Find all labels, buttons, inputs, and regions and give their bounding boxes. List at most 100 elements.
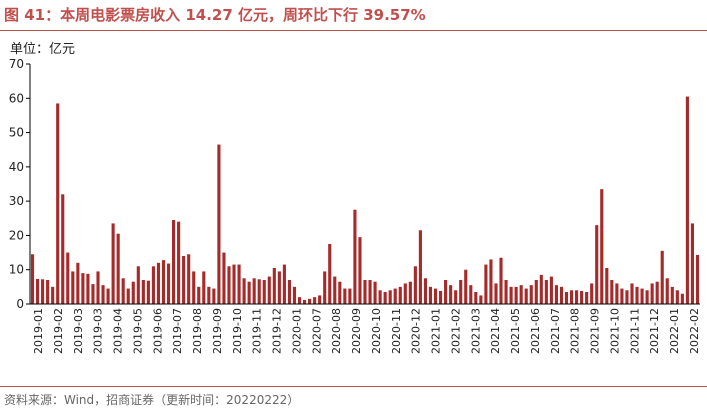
bar xyxy=(590,283,594,304)
y-tick-label: 10 xyxy=(9,263,24,277)
bar xyxy=(302,299,307,304)
x-tick: 2020-12 xyxy=(410,308,423,354)
bar xyxy=(101,285,105,304)
bar xyxy=(474,292,478,304)
x-tick-label: 2021-12 xyxy=(648,308,661,354)
bar-series xyxy=(30,96,700,305)
x-tick-label: 2019-12 xyxy=(271,308,284,354)
bar xyxy=(348,288,352,304)
x-tick-label: 2021-04 xyxy=(489,308,502,354)
bar xyxy=(373,281,377,304)
x-tick: 2022-02 xyxy=(688,308,701,354)
bar xyxy=(423,278,428,304)
x-tick-label: 2020-09 xyxy=(350,308,363,354)
bar xyxy=(177,221,181,304)
bar xyxy=(121,278,125,304)
x-tick: 2021-11 xyxy=(628,308,641,354)
bar xyxy=(559,286,564,304)
bar xyxy=(328,244,332,304)
x-tick: 2021-10 xyxy=(608,308,621,354)
x-tick: 2019-03 xyxy=(72,308,85,354)
y-tick-label: 40 xyxy=(9,160,24,174)
x-tick-label: 2019-06 xyxy=(151,308,164,354)
bar xyxy=(489,259,493,304)
x-tick-label: 2021-09 xyxy=(589,308,602,354)
x-tick: 2019-11 xyxy=(251,308,264,354)
bar xyxy=(141,280,145,304)
bar xyxy=(534,280,538,304)
bar xyxy=(197,286,201,304)
bar xyxy=(56,103,60,305)
bar xyxy=(398,286,402,304)
x-tick-label: 2021-10 xyxy=(608,308,621,354)
bar xyxy=(242,278,246,304)
bar xyxy=(660,250,664,304)
bar xyxy=(151,266,155,304)
bar xyxy=(207,286,211,304)
x-tick-label: 2019-01 xyxy=(32,308,45,354)
bar xyxy=(554,285,558,304)
bar xyxy=(403,283,407,304)
bar xyxy=(297,297,302,304)
x-tick-label: 2019-11 xyxy=(251,308,264,354)
x-tick-label: 2019-02 xyxy=(52,308,65,354)
bar xyxy=(433,288,438,304)
x-tick: 2019-04 xyxy=(112,308,125,354)
x-tick-label: 2020-12 xyxy=(410,308,423,354)
x-tick-label: 2020-11 xyxy=(390,308,403,354)
bar xyxy=(267,276,271,304)
x-tick-label: 2021-08 xyxy=(569,308,582,354)
x-tick-label: 2019-07 xyxy=(171,308,184,354)
x-tick: 2019-02 xyxy=(52,308,65,354)
bar xyxy=(86,273,90,304)
bar xyxy=(292,286,297,304)
bar xyxy=(454,290,458,304)
bar xyxy=(277,271,281,304)
bar xyxy=(46,280,50,304)
x-axis: 2019-01 2019-02 2019-03 2019-03 2019-04 2019-… xyxy=(30,303,701,354)
bar xyxy=(146,280,150,304)
x-tick-label: 2021-02 xyxy=(449,308,462,354)
bar xyxy=(262,280,266,304)
bar xyxy=(655,281,659,304)
x-tick-label: 2020-07 xyxy=(310,308,323,354)
x-tick-label: 2019-03 xyxy=(72,308,85,354)
x-tick-label: 2019-04 xyxy=(112,308,125,354)
bar xyxy=(690,223,694,304)
bar xyxy=(116,233,120,304)
bar xyxy=(383,292,387,304)
bar xyxy=(202,271,206,304)
bar xyxy=(695,254,700,304)
x-tick-label: 2021-03 xyxy=(469,308,482,354)
y-tick-label: 60 xyxy=(9,91,24,105)
bar xyxy=(378,290,382,304)
bar xyxy=(287,280,291,304)
bar xyxy=(131,281,135,304)
x-tick: 2019-05 xyxy=(131,308,144,354)
bar xyxy=(620,288,624,304)
bar xyxy=(605,268,609,304)
x-tick-label: 2019-05 xyxy=(131,308,144,354)
y-axis: 0 10 20 30 40 50 60 70 xyxy=(9,57,31,311)
bar xyxy=(413,266,417,304)
bar xyxy=(111,223,115,304)
bar xyxy=(257,279,261,304)
x-tick: 2021-09 xyxy=(589,308,602,354)
bar xyxy=(76,262,80,304)
bar xyxy=(665,278,669,304)
bar xyxy=(630,283,634,304)
bar xyxy=(368,280,372,304)
x-tick: 2020-08 xyxy=(330,308,343,354)
bar xyxy=(187,254,191,304)
x-tick: 2020-09 xyxy=(350,308,363,354)
figure-title: 图 41：本周电影票房收入 14.27 亿元，周环比下行 39.57% xyxy=(4,6,426,24)
bar xyxy=(126,288,130,304)
bar xyxy=(192,271,196,304)
bar xyxy=(318,295,322,304)
source-note: 资料来源：Wind，招商证券（更新时间：20220222） xyxy=(4,393,300,407)
bar xyxy=(580,290,584,304)
bar xyxy=(227,266,231,304)
x-tick-label: 2020-08 xyxy=(330,308,343,354)
y-tick-label: 0 xyxy=(16,297,24,311)
x-tick: 2019-07 xyxy=(171,308,184,354)
